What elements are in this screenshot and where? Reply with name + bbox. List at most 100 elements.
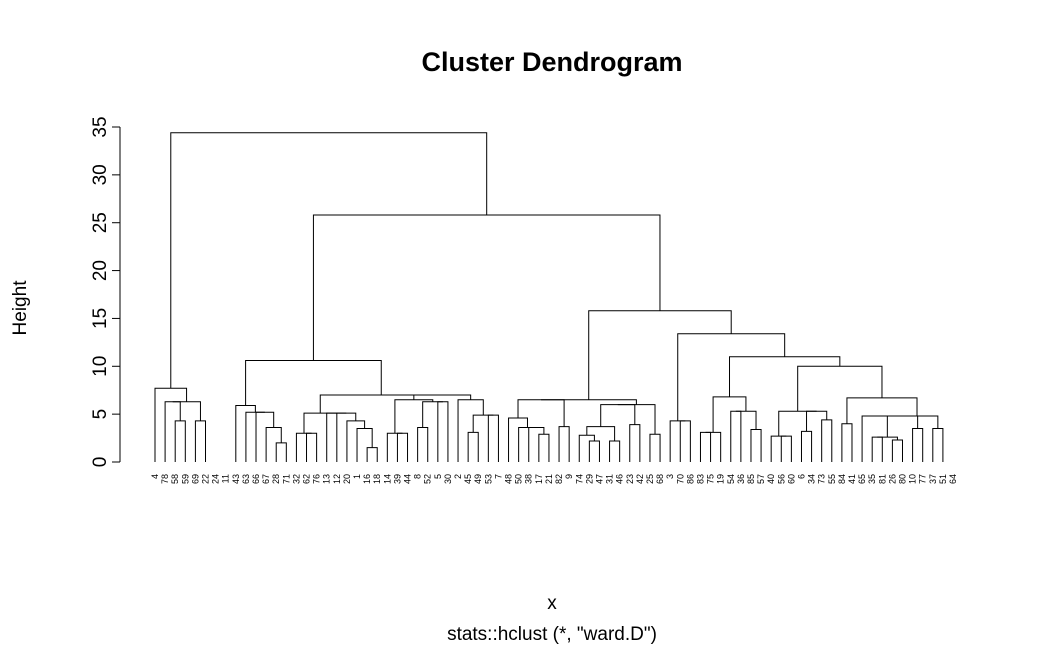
dendrogram-branch: [617, 404, 656, 435]
dendrogram-branch: [194, 420, 207, 462]
dendrogram-branch: [394, 399, 434, 434]
dendrogram-branch: [467, 431, 479, 462]
leaf-label: 65: [857, 474, 867, 484]
leaf-label: 11: [221, 474, 231, 483]
leaf-label: 81: [877, 474, 887, 484]
dendrogram-branch: [871, 436, 883, 462]
leaf-label: 36: [736, 474, 746, 484]
leaf-label: 7: [493, 474, 503, 479]
dendrogram-branch: [437, 401, 449, 462]
leaf-label: 3: [665, 474, 675, 479]
dendrogram-branch: [821, 419, 833, 462]
leaf-label: 44: [403, 474, 413, 484]
dendrogram-branch: [705, 431, 722, 462]
leaf-label: 62: [302, 474, 312, 484]
leaf-label: 54: [726, 474, 736, 484]
dendrogram-branch: [750, 428, 762, 462]
leaf-label: 45: [463, 474, 473, 484]
leaf-label: 24: [211, 474, 221, 484]
leaf-label: 38: [524, 474, 534, 484]
dendrogram-branch: [255, 411, 275, 462]
leaf-label: 47: [594, 474, 604, 484]
dendrogram-branch: [649, 433, 661, 462]
leaf-label: 5: [433, 474, 443, 479]
leaf-label: 4: [150, 474, 160, 479]
dendrogram-branch: [896, 415, 939, 429]
leaf-label: 35: [867, 474, 877, 484]
y-axis: 0 5 10 15 20 25 30 35: [90, 116, 121, 467]
dendrogram-branch: [508, 417, 528, 462]
y-tick-label: 20: [90, 260, 111, 281]
dendrogram-branch: [306, 432, 318, 462]
leaf-label: 1: [352, 474, 362, 479]
y-tick-label: 35: [90, 116, 111, 137]
dendrogram-branches: [154, 132, 944, 462]
dendrogram-branch: [578, 434, 595, 462]
dendrogram-branch: [275, 442, 287, 462]
dendrogram-branch: [558, 426, 570, 462]
leaf-label: 43: [231, 474, 241, 484]
leaf-label: 56: [776, 474, 786, 484]
dendrogram-branch: [735, 410, 757, 430]
leaf-label: 23: [625, 474, 635, 484]
dendrogram-branch: [396, 432, 409, 462]
dendrogram-branch: [669, 420, 686, 462]
leaf-label: 18: [372, 474, 382, 484]
dendrogram-branch: [245, 411, 265, 462]
leaf-label: 59: [180, 474, 190, 484]
leaf-label: 28: [271, 474, 281, 484]
dendrogram-branch: [806, 410, 828, 432]
leaf-label: 86: [685, 474, 695, 484]
leaf-label: 77: [918, 474, 928, 484]
dendrogram-branch: [538, 433, 550, 462]
leaf-label: 34: [807, 474, 817, 484]
leaf-label: 82: [554, 474, 564, 484]
dendrogram-branch: [600, 404, 636, 427]
chart-subtitle: stats::hclust (*, "ward.D"): [447, 624, 657, 645]
leaf-label: 16: [362, 474, 372, 484]
leaf-label: 21: [544, 474, 554, 484]
leaf-label: 84: [837, 474, 847, 484]
leaf-label: 39: [392, 474, 402, 484]
dendrogram-branch: [800, 430, 813, 462]
leaf-label: 12: [332, 474, 342, 484]
leaf-label: 13: [322, 474, 332, 484]
leaf-label: 49: [473, 474, 483, 484]
leaf-label: 9: [564, 474, 574, 479]
dendrogram-branch: [729, 356, 841, 397]
leaf-label: 67: [261, 474, 271, 484]
dendrogram-branch: [346, 420, 366, 462]
leaf-label: 2: [453, 474, 463, 479]
dendrogram-branch: [588, 440, 600, 462]
leaf-label: 31: [605, 474, 615, 484]
dendrogram-branch: [528, 427, 545, 462]
dendrogram-branch: [245, 360, 382, 406]
dendrogram-branch: [778, 410, 817, 437]
dendrogram-branch: [629, 424, 641, 462]
leaf-label: 32: [291, 474, 301, 484]
leaf-label: 55: [827, 474, 837, 484]
dendrogram-branch: [780, 435, 792, 462]
leaf-label: 8: [413, 474, 423, 479]
y-axis-label: Height: [10, 280, 31, 336]
y-tick-label: 15: [90, 308, 111, 329]
leaf-label: 37: [928, 474, 938, 484]
leaf-label: 60: [786, 474, 796, 484]
leaf-label: 69: [190, 474, 200, 484]
leaf-label: 26: [887, 474, 897, 484]
dendrogram-branch: [472, 414, 494, 433]
dendrogram-branch: [295, 432, 312, 462]
dendrogram-branch: [366, 447, 378, 462]
dendrogram-branch: [841, 423, 853, 462]
dendrogram-branch: [932, 428, 944, 462]
dendrogram-branch: [912, 428, 924, 462]
dendrogram-branch: [797, 365, 883, 412]
dendrogram-branch: [846, 397, 918, 424]
dendrogram-branch: [586, 426, 616, 441]
x-axis-label: x: [547, 593, 557, 614]
leaf-label: 19: [716, 474, 726, 484]
leaf-label: 40: [766, 474, 776, 484]
leaf-label: 64: [948, 474, 958, 484]
dendrogram-branch: [609, 440, 621, 462]
